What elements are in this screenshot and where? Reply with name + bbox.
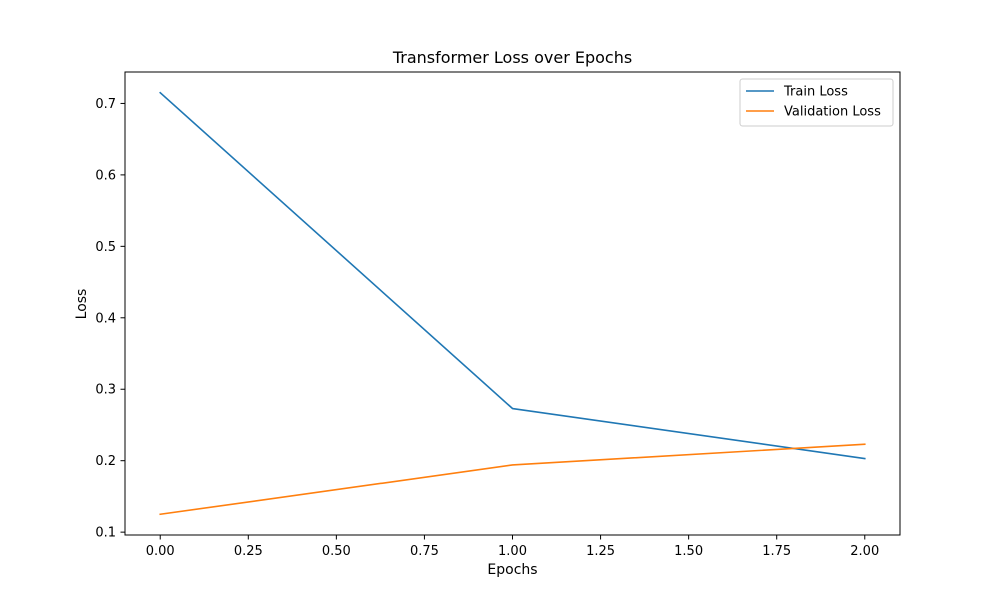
series-line-validation-loss — [159, 443, 866, 516]
x-tick-label: 2.00 — [850, 544, 879, 559]
x-tick-label: 1.50 — [674, 544, 703, 559]
x-axis-label: Epochs — [487, 562, 537, 578]
legend-box — [739, 78, 894, 127]
y-tick-label: 0.4 — [95, 311, 116, 326]
legend: Train Loss Validation Loss — [739, 78, 894, 127]
x-tick-label: 1.25 — [586, 544, 615, 559]
x-tick-label: 0.75 — [410, 544, 439, 559]
x-tick-label: 1.00 — [498, 544, 527, 559]
y-tick-label: 0.2 — [95, 454, 116, 469]
chart-title: Transformer Loss over Epochs — [392, 48, 632, 67]
y-tick-label: 0.5 — [95, 240, 116, 255]
y-tick-label: 0.3 — [95, 383, 116, 398]
x-tick-label: 0.00 — [146, 544, 175, 559]
y-tick-label: 0.7 — [95, 97, 116, 112]
legend-label: Train Loss — [783, 85, 848, 100]
y-axis-ticks: 0.1 0.2 0.3 0.4 0.5 0.6 0.7 — [95, 97, 125, 541]
y-tick-label: 0.1 — [95, 526, 116, 541]
y-tick-label: 0.6 — [95, 168, 116, 183]
x-tick-label: 0.25 — [234, 544, 263, 559]
y-axis-label: Loss — [74, 289, 90, 320]
legend-label: Validation Loss — [784, 105, 881, 120]
x-axis-ticks: 0.00 0.25 0.50 0.75 1.00 1.25 1.50 1.75 2.00 — [146, 535, 879, 559]
x-tick-label: 0.50 — [322, 544, 351, 559]
series-lines — [159, 91, 866, 516]
x-tick-label: 1.75 — [762, 544, 791, 559]
series-line-train-loss — [159, 91, 866, 460]
